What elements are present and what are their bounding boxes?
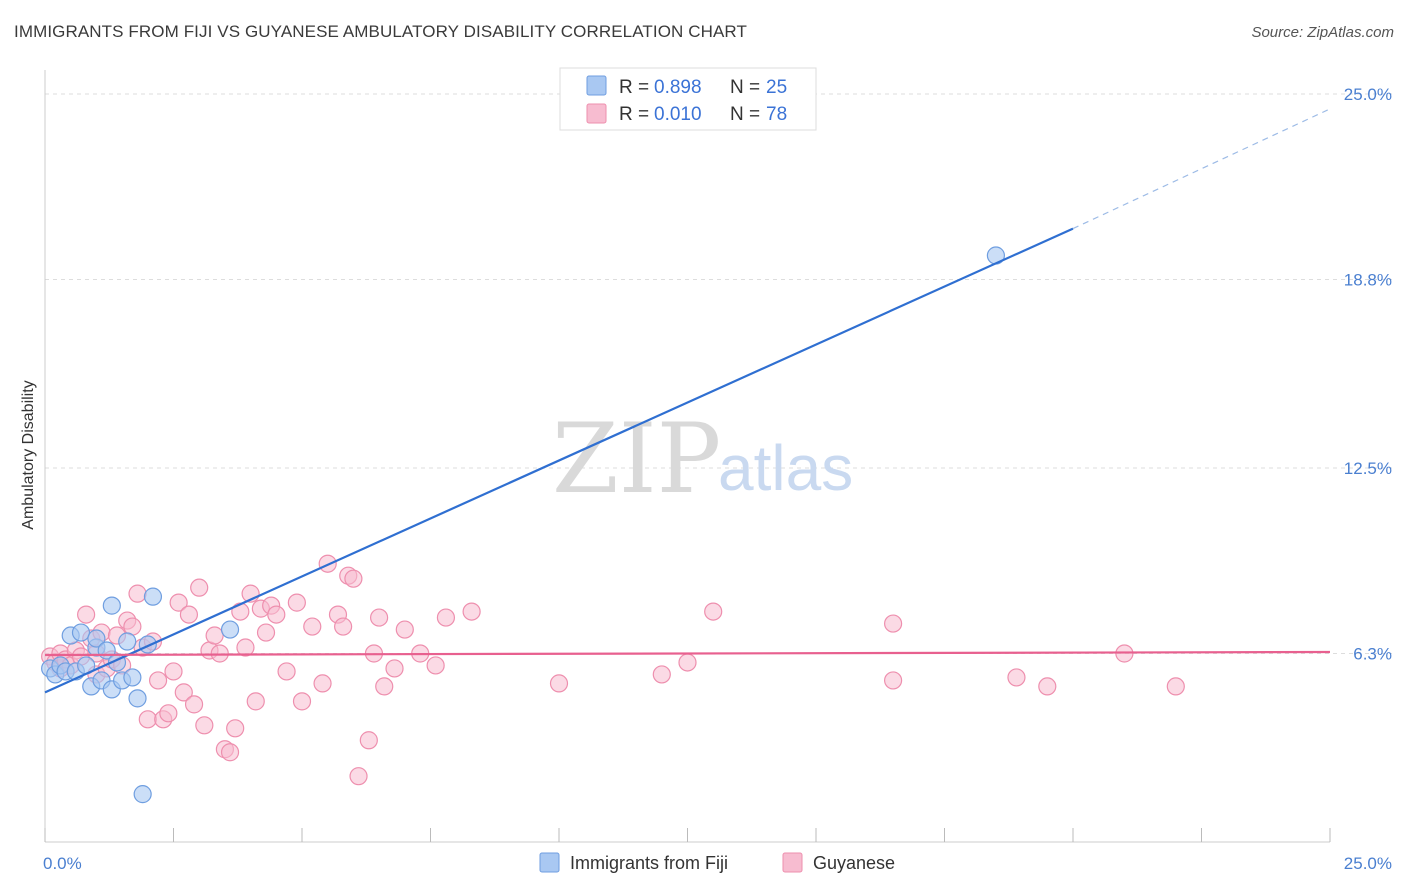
guyanese-point-32 — [195, 716, 214, 735]
fiji-point-19 — [128, 689, 147, 708]
guyanese-point-58 — [359, 731, 378, 750]
guyanese-point-71 — [883, 614, 903, 633]
fiji-point-6 — [71, 623, 91, 642]
guyanese-point-23 — [148, 671, 168, 690]
fiji-point-10 — [87, 629, 106, 648]
guyanese-point-54 — [334, 617, 353, 636]
guyanese-point-57 — [349, 767, 368, 786]
guyanese-point-26 — [164, 662, 183, 681]
guyanese-point-42 — [246, 692, 265, 711]
y-tick-label-0: 25.0% — [1344, 85, 1392, 104]
y-tick-label-2: 12.5% — [1344, 459, 1392, 478]
guyanese-points — [41, 554, 1185, 786]
guyanese-point-56 — [344, 569, 363, 588]
guyanese-point-46 — [267, 605, 286, 624]
top-legend: R = 0.898 N = 25 R = 0.010 N = 78 — [559, 67, 817, 131]
guyanese-point-70 — [704, 602, 723, 621]
guyanese-trend-line — [44, 650, 1331, 657]
fiji-point-17 — [118, 632, 137, 651]
guyanese-point-8 — [77, 605, 96, 624]
guyanese-point-28 — [174, 683, 193, 702]
x-tick-labels: 0.0% 25.0% — [43, 854, 1392, 873]
trend-lines — [44, 108, 1331, 694]
legend-r-value-guyanese: 0.010 — [654, 104, 702, 125]
guyanese-point-37 — [220, 743, 240, 762]
legend-n-value-guyanese: 78 — [766, 104, 787, 125]
guyanese-point-30 — [184, 695, 204, 714]
guyanese-point-47 — [277, 662, 296, 681]
guyanese-point-21 — [138, 710, 157, 729]
guyanese-point-48 — [287, 593, 306, 612]
guyanese-point-68 — [549, 674, 569, 693]
grid-lines — [45, 93, 1392, 654]
legend-r-label-fiji: R = — [619, 77, 649, 98]
guyanese-point-44 — [256, 623, 276, 642]
bottom-legend-label-fiji: Immigrants from Fiji — [570, 853, 728, 873]
fiji-point-20 — [133, 785, 152, 804]
bottom-legend-swatch-guyanese — [782, 852, 803, 873]
watermark-zip: ZIP — [552, 403, 721, 515]
fiji-trend-extension — [1072, 108, 1331, 230]
guyanese-point-66 — [436, 608, 456, 627]
guyanese-point-29 — [179, 605, 199, 624]
x-tick-label-1: 25.0% — [1344, 854, 1392, 873]
legend-n-value-fiji: 25 — [766, 77, 787, 98]
legend-r-label-guyanese: R = — [619, 104, 649, 125]
guyanese-point-60 — [370, 608, 389, 627]
x-tick-label-0: 0.0% — [43, 854, 82, 873]
guyanese-point-19 — [128, 584, 147, 603]
chart-source: Source: ZipAtlas.com — [1251, 24, 1394, 41]
guyanese-point-76 — [1166, 677, 1185, 696]
chart-title: IMMIGRANTS FROM FIJI VS GUYANESE AMBULAT… — [14, 22, 747, 41]
watermark: ZIP atlas — [552, 403, 853, 515]
fiji-point-18 — [123, 668, 142, 687]
guyanese-point-63 — [395, 620, 414, 639]
guyanese-point-34 — [205, 626, 224, 645]
guyanese-point-31 — [190, 578, 209, 597]
guyanese-point-73 — [1007, 668, 1026, 687]
legend-n-label-guyanese: N = — [730, 104, 760, 125]
guyanese-point-51 — [313, 674, 332, 693]
guyanese-point-62 — [385, 659, 404, 678]
watermark-atlas: atlas — [718, 432, 853, 504]
guyanese-point-25 — [159, 704, 178, 723]
guyanese-point-72 — [883, 671, 903, 690]
guyanese-point-65 — [426, 656, 445, 675]
y-tick-label-3: 6.3% — [1353, 644, 1392, 663]
guyanese-point-40 — [236, 638, 255, 657]
y-tick-label-1: 18.8% — [1344, 270, 1392, 289]
guyanese-point-39 — [231, 602, 250, 621]
legend-r-value-fiji: 0.898 — [654, 77, 702, 98]
legend-swatch-fiji — [586, 75, 607, 96]
fiji-point-22 — [143, 587, 163, 606]
y-tick-labels: 25.0% 18.8% 12.5% 6.3% — [1344, 85, 1392, 664]
guyanese-point-61 — [375, 677, 394, 696]
guyanese-point-69 — [652, 665, 671, 684]
bottom-legend: Immigrants from Fiji Guyanese — [539, 852, 895, 873]
guyanese-point-67 — [462, 602, 481, 621]
fiji-trend-line — [44, 227, 1074, 694]
guyanese-point-27 — [169, 593, 188, 612]
fiji-points — [41, 246, 1006, 804]
guyanese-point-50 — [303, 617, 322, 636]
fiji-point-13 — [102, 596, 121, 615]
axes — [44, 70, 1331, 843]
guyanese-point-77 — [678, 653, 697, 672]
guyanese-point-38 — [226, 719, 245, 738]
bottom-legend-label-guyanese: Guyanese — [813, 853, 895, 873]
bottom-legend-swatch-fiji — [539, 852, 560, 873]
legend-n-label-fiji: N = — [730, 77, 760, 98]
guyanese-point-74 — [1038, 677, 1057, 696]
guyanese-point-49 — [292, 692, 312, 711]
fiji-point-23 — [220, 620, 240, 639]
legend-swatch-guyanese — [586, 103, 607, 124]
